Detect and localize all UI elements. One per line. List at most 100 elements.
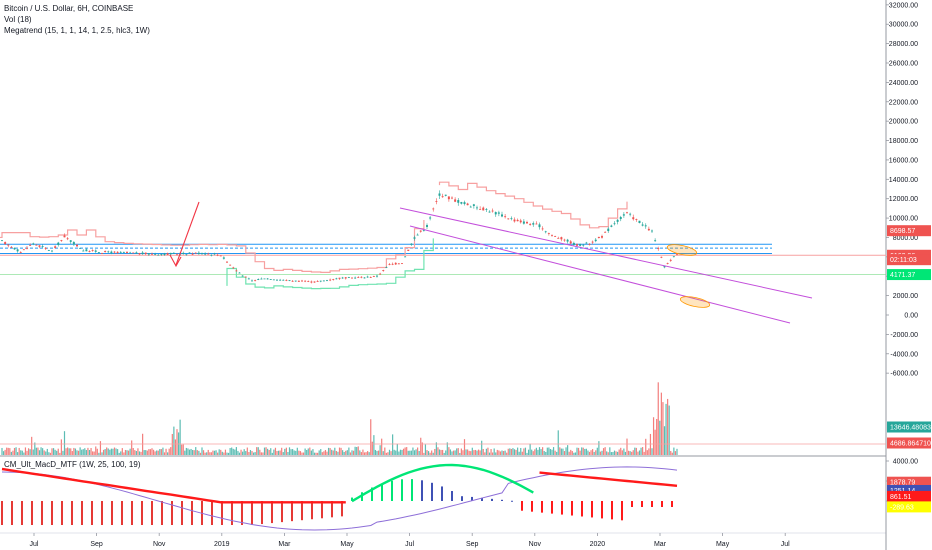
candle-body [332,279,335,280]
candle-body [72,242,75,245]
volume-bar [238,452,241,455]
macd-histogram-bar [1,501,3,525]
macd-histogram-bar [191,501,193,525]
volume-bar [273,449,275,455]
volume-bar [637,451,639,455]
macd-histogram-bar [541,501,543,513]
volume-bar [562,448,564,455]
volume-bar [518,451,520,455]
candle-body [266,278,269,280]
candle-body [113,251,116,253]
volume-bar [42,448,44,455]
volume-bar [606,451,608,455]
volume-bar [667,398,669,455]
volume-bar [456,448,458,455]
candle-body [316,281,319,282]
volume-bar [495,452,497,455]
volume-bar [4,449,6,455]
volume-bar [513,449,516,455]
volume-bar [427,451,430,455]
volume-bar [463,439,466,455]
volume-bar [392,434,394,455]
price-tick-label: 2000.00 [893,293,918,300]
volume-bar [573,452,575,455]
candle-body [151,253,153,255]
volume-bar [48,452,50,455]
volume-bar [279,450,281,455]
candle-body [491,210,494,212]
candle-body [85,249,88,252]
candle-body [344,277,347,279]
volume-bar [515,449,517,455]
candle-body [244,276,247,278]
candle-body [388,264,391,265]
volume-bar [102,449,105,455]
volume-bar [370,419,372,455]
volume-bar [507,448,509,455]
candle-body [572,242,575,245]
price-badge [887,484,931,496]
volume-bar [23,452,25,455]
macd-histogram-bar [21,501,23,525]
volume-bar [46,448,48,455]
macd-histogram-bar [101,501,103,525]
volume-bar [374,449,377,455]
volume-bar [67,447,69,455]
volume-bar [652,417,655,455]
volume-bar [331,449,333,455]
candle-body [19,252,22,253]
candle-body [435,201,438,202]
volume-bar [95,446,97,455]
volume-bar [146,450,148,455]
candle-body [629,213,632,215]
candle-body [410,243,413,245]
candle-body [44,247,47,249]
volume-bar [170,447,172,455]
candle-body [566,239,569,242]
volume-bar [304,448,306,455]
candle-body [1,240,3,242]
volume-bar [231,447,233,455]
volume-bar [121,448,123,455]
volume-bar [413,450,416,455]
volume-bar [262,452,264,455]
candle-body [482,207,485,211]
volume-bar [504,450,506,455]
volume-bar [362,449,364,455]
volume-bar [277,450,280,455]
candle-body [560,237,563,240]
macd-histogram-bar [131,501,133,525]
volume-bar [182,444,184,455]
volume-bar [207,449,209,455]
volume-bar [281,447,283,455]
price-badge-label: 1878.79 [890,480,915,487]
volume-bar [98,452,100,455]
candle-body [135,252,138,254]
candle-body [182,252,185,255]
macd-histogram-bar [641,501,643,507]
volume-bar [609,447,611,455]
volume-bar [448,447,450,455]
volume-bar [634,447,636,455]
macd-histogram-bar [161,501,163,525]
volume-bar [176,429,178,455]
volume-bar [554,450,556,455]
time-tick-label: Mar [654,541,667,548]
volume-bar [626,438,628,455]
volume-bar [249,450,252,455]
volume-bar [442,449,444,455]
volume-bar [165,448,167,455]
candle-body [272,279,275,281]
volume-bar [435,442,437,455]
volume-bar [649,433,652,455]
volume-bar [548,447,550,455]
candle-body [216,254,219,256]
volume-bar [254,452,256,455]
volume-bar [152,449,155,455]
volume-bar [574,452,577,455]
volume-bar [90,448,92,455]
volume-bar [332,450,334,455]
candle-body [229,264,232,266]
volume-bar [529,443,531,455]
